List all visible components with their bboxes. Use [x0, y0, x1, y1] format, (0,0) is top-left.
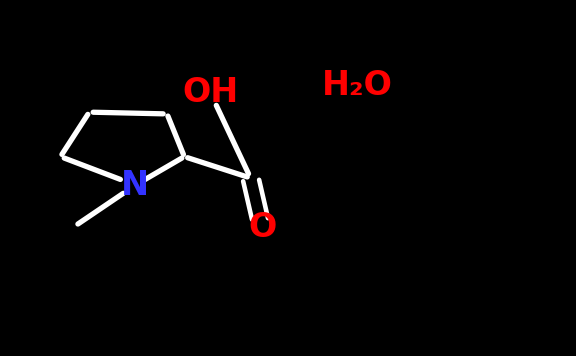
- Text: O: O: [248, 211, 276, 244]
- Text: N: N: [122, 169, 149, 201]
- Text: OH: OH: [182, 76, 238, 109]
- Text: H₂O: H₂O: [321, 69, 393, 102]
